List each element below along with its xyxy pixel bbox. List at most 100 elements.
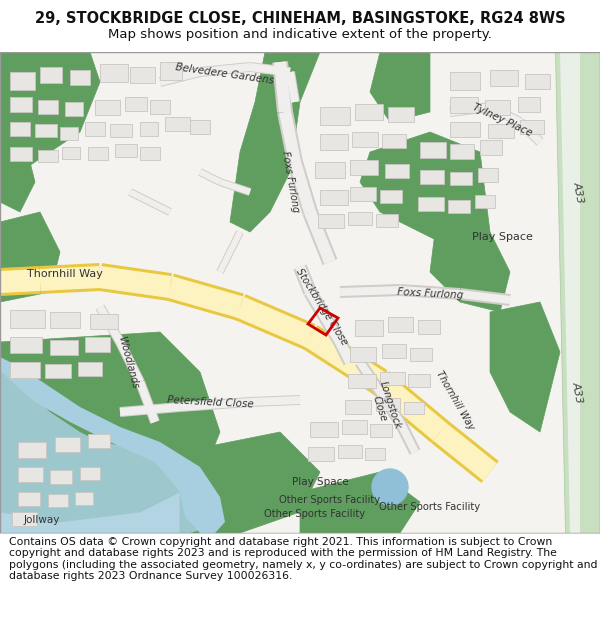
Polygon shape [304,328,386,391]
Polygon shape [295,265,314,294]
Bar [35,124,57,137]
Polygon shape [200,63,250,76]
Polygon shape [304,288,331,321]
Polygon shape [302,209,337,265]
Text: 29, STOCKBRIDGE CLOSE, CHINEHAM, BASINGSTOKE, RG24 8WS: 29, STOCKBRIDGE CLOSE, CHINEHAM, BASINGS… [35,11,565,26]
Bar [488,124,514,138]
Bar [525,74,550,89]
Polygon shape [274,61,291,112]
Polygon shape [360,132,490,252]
Text: Play Space: Play Space [292,477,349,487]
Polygon shape [180,398,250,411]
Polygon shape [279,111,301,163]
Bar [115,144,137,157]
Bar [365,448,385,460]
Bar [80,467,100,480]
Text: Belvedere Gardens: Belvedere Gardens [175,62,275,86]
Polygon shape [250,396,300,406]
Bar [490,70,518,86]
Polygon shape [449,103,490,116]
Bar [450,122,480,137]
Polygon shape [200,62,250,77]
Bar [62,147,80,159]
Polygon shape [198,168,222,186]
Bar [10,122,30,136]
Polygon shape [166,274,244,321]
Bar [410,348,432,361]
Bar [140,147,160,160]
Bar [355,320,383,336]
Bar [380,190,402,203]
Polygon shape [98,266,172,298]
Bar [45,364,71,378]
Bar [382,134,406,148]
Polygon shape [0,266,41,296]
Text: Longstock
Close: Longstock Close [367,380,403,434]
Polygon shape [136,380,160,424]
Bar [18,442,46,458]
Bar [18,492,40,506]
Polygon shape [116,340,145,384]
Bar [10,97,32,112]
Text: Other Sports Facility: Other Sports Facility [265,509,365,519]
Polygon shape [340,284,400,298]
Bar [308,447,334,461]
Polygon shape [395,419,421,454]
Polygon shape [460,290,511,304]
Polygon shape [217,250,233,274]
Bar [10,362,40,378]
Bar [320,107,350,125]
Text: Stockbridge Close: Stockbridge Close [295,267,350,347]
Polygon shape [293,264,316,294]
Text: Jollway: Jollway [24,515,60,525]
Polygon shape [0,212,60,302]
Polygon shape [334,339,356,365]
Bar [355,104,383,120]
Polygon shape [335,340,355,364]
Text: Foxs Furlong: Foxs Furlong [280,151,301,214]
Bar [40,67,62,83]
Polygon shape [180,432,320,533]
Polygon shape [250,63,290,76]
Bar [310,422,338,437]
Text: Thornhill Way: Thornhill Way [27,269,103,279]
Polygon shape [250,395,300,407]
Polygon shape [98,263,172,301]
Bar [342,420,367,434]
Polygon shape [397,420,419,454]
Polygon shape [149,199,172,214]
Bar [50,470,72,484]
Polygon shape [517,119,543,145]
Bar [518,97,540,112]
Polygon shape [179,397,250,412]
Polygon shape [373,374,447,441]
Polygon shape [219,179,251,195]
Bar [190,120,210,134]
Bar [10,337,42,353]
Polygon shape [340,286,400,296]
Polygon shape [555,52,600,533]
Bar [320,134,348,150]
Bar [388,317,413,332]
Bar [38,150,58,162]
Bar [10,310,45,328]
Bar [345,400,371,414]
Bar [75,492,93,505]
Polygon shape [0,332,220,522]
Polygon shape [128,188,152,206]
Bar [130,67,155,83]
Polygon shape [250,62,290,77]
Bar [348,374,376,388]
Bar [165,117,190,131]
Text: Play Space: Play Space [472,232,532,242]
Polygon shape [490,302,560,432]
Polygon shape [488,103,522,126]
Polygon shape [371,371,449,442]
Bar [60,127,78,140]
Bar [475,195,495,208]
Bar [78,362,102,376]
Polygon shape [272,61,293,112]
Bar [450,72,480,90]
Polygon shape [0,52,100,172]
Bar [404,402,424,414]
